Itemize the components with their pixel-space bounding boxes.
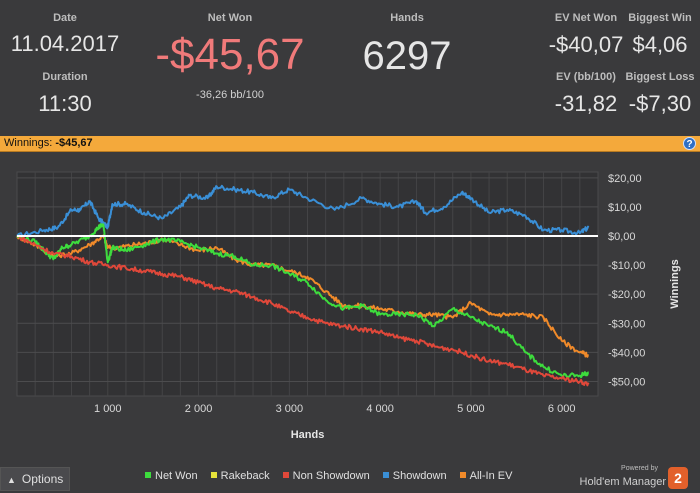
legend-showdown[interactable]: Showdown bbox=[382, 470, 447, 482]
x-tick-label: 6 000 bbox=[548, 403, 576, 415]
footer: ▲ Options Net Won Rakeback Non Showdown S… bbox=[0, 464, 700, 493]
stats-panel: Date 11.04.2017 Duration 11:30 Net Won -… bbox=[0, 0, 700, 136]
net-won-label: Net Won bbox=[207, 12, 253, 24]
winnings-text: Winnings: -$45,67 bbox=[4, 137, 93, 149]
y-axis-label: Winnings bbox=[669, 259, 681, 308]
x-tick-label: 4 000 bbox=[366, 403, 394, 415]
y-tick-label: -$10,00 bbox=[608, 260, 645, 272]
help-icon[interactable]: ? bbox=[683, 137, 696, 150]
y-tick-label: $10,00 bbox=[608, 202, 642, 214]
y-tick-label: $20,00 bbox=[608, 173, 642, 185]
y-tick-label: -$50,00 bbox=[608, 376, 645, 388]
biggest-win-value: $4,06 bbox=[632, 32, 688, 57]
legend-label: Showdown bbox=[392, 470, 447, 482]
x-tick-label: 3 000 bbox=[276, 403, 304, 415]
legend-swatch bbox=[382, 472, 389, 478]
legend-swatch bbox=[145, 472, 151, 478]
chevron-up-icon: ▲ bbox=[7, 475, 16, 485]
winnings-bar: Winnings: -$45,67 ? bbox=[0, 136, 700, 152]
duration-label: Duration bbox=[42, 71, 88, 83]
legend-all-in-ev[interactable]: All-In EV bbox=[459, 470, 513, 482]
legend-label: Non Showdown bbox=[292, 470, 370, 482]
biggest-win-label: Biggest Win bbox=[628, 12, 692, 24]
ev-bb-value: -31,82 bbox=[554, 91, 618, 116]
chart-legend: Net Won Rakeback Non Showdown Showdown A… bbox=[145, 470, 522, 482]
x-tick-label: 2 000 bbox=[185, 403, 213, 415]
ev-net-won-value: -$40,07 bbox=[548, 32, 624, 57]
legend-label: Net Won bbox=[155, 470, 198, 482]
ev-net-won-label: EV Net Won bbox=[554, 12, 618, 24]
winnings-chart: $20,00 $10,00 $0,00 -$10,00 -$20,00 -$30,00 -$… bbox=[16, 171, 681, 441]
ev-bb-label: EV (bb/100) bbox=[556, 71, 616, 83]
y-tick-label: -$20,00 bbox=[608, 289, 645, 301]
legend-swatch bbox=[282, 472, 289, 478]
y-tick-label: $0,00 bbox=[608, 231, 636, 243]
bb-per-100: -36,26 bb/100 bbox=[196, 89, 264, 101]
legend-label: Rakeback bbox=[220, 470, 270, 482]
series-line-showdown bbox=[16, 184, 590, 238]
winnings-value: -$45,67 bbox=[55, 137, 93, 149]
y-tick-label: -$40,00 bbox=[608, 347, 645, 359]
options-label: Options bbox=[21, 472, 64, 486]
biggest-loss-value: -$7,30 bbox=[628, 91, 692, 116]
legend-rakeback[interactable]: Rakeback bbox=[210, 470, 270, 482]
x-axis-label: Hands bbox=[291, 429, 325, 441]
series-line-non-showdown bbox=[16, 235, 590, 387]
x-tick-label: 5 000 bbox=[457, 403, 485, 415]
legend-net-won[interactable]: Net Won bbox=[145, 470, 198, 482]
date-value: 11.04.2017 bbox=[10, 31, 120, 56]
brand-name: Hold'em Manager bbox=[579, 476, 666, 488]
legend-label: All-In EV bbox=[469, 470, 513, 482]
duration-value: 11:30 bbox=[38, 91, 92, 116]
x-tick-label: 1 000 bbox=[94, 403, 122, 415]
biggest-loss-label: Biggest Loss bbox=[625, 71, 695, 83]
legend-non-showdown[interactable]: Non Showdown bbox=[282, 470, 370, 482]
chart-area: $20,00 $10,00 $0,00 -$10,00 -$20,00 -$30,00 -$… bbox=[0, 152, 700, 464]
hm2-logo-icon: 2 bbox=[668, 467, 688, 489]
winnings-label: Winnings: bbox=[4, 137, 53, 149]
options-button[interactable]: ▲ Options bbox=[0, 467, 70, 491]
legend-swatch bbox=[210, 472, 217, 478]
y-tick-label: -$30,00 bbox=[608, 318, 645, 330]
net-won-value: -$45,67 bbox=[155, 30, 305, 79]
legend-swatch bbox=[459, 472, 466, 478]
date-label: Date bbox=[53, 12, 77, 24]
hands-label: Hands bbox=[390, 12, 424, 24]
hands-value: 6297 bbox=[362, 34, 452, 78]
powered-by-text: Powered by bbox=[621, 465, 658, 472]
